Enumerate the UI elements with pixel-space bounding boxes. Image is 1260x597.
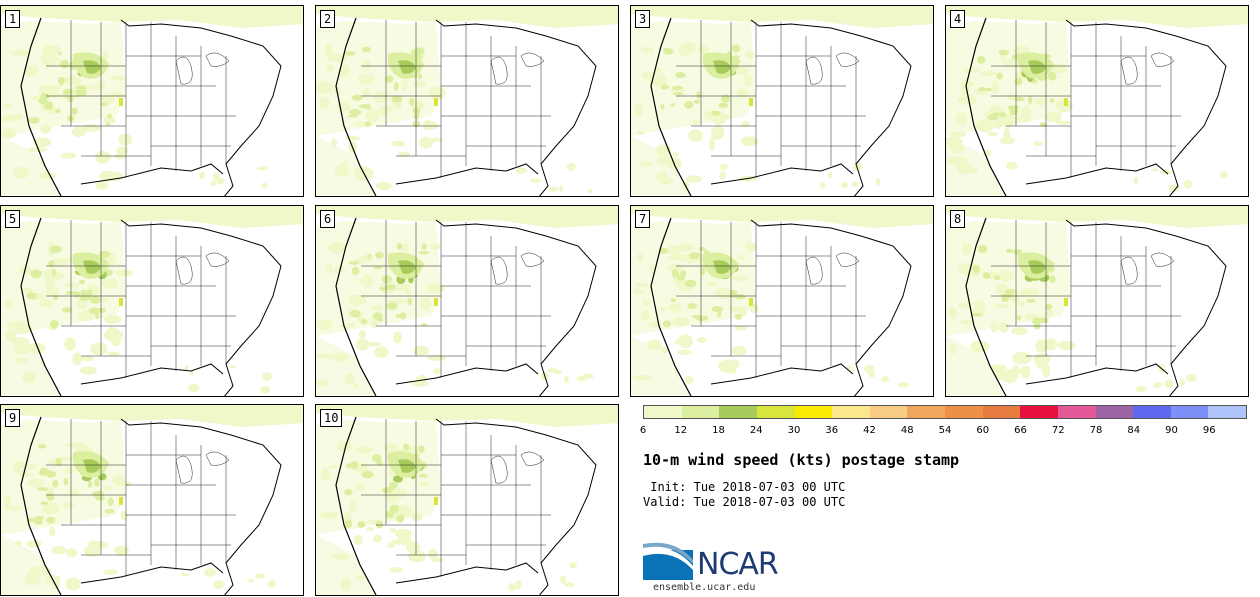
init-value: Tue 2018-07-03 00 UTC [693,480,846,494]
colorbar-tick-label: 18 [712,425,725,436]
colorbar-tick-label: 36 [825,425,839,436]
colorbar-tick-label: 60 [976,425,990,436]
member-label: 2 [320,10,336,28]
colorbar-segment [1133,406,1171,418]
colorbar-segment [1020,406,1058,418]
colorbar-ticks: 6 12 18 24 30 36 42 48 54 60 66 72 78 84 90 96 [639,425,1247,439]
colorbar-segment [719,406,757,418]
colorbar-tick-label: 12 [674,425,688,436]
colorbar-segment [1208,406,1246,418]
colorbar-segment [1057,406,1096,418]
colorbar-tick-label: 84 [1127,425,1141,436]
colorbar-segment [794,406,833,418]
member-map-3: 3 [630,5,934,197]
colorbar-segment [945,406,983,418]
init-time: Init: Tue 2018-07-03 00 UTC [643,480,845,494]
colorbar-tick-label: 90 [1165,425,1178,436]
colorbar-tick-label: 30 [787,425,801,436]
member-label: 1 [5,10,21,28]
member-label: 8 [950,210,966,228]
colorbar-tick-label: 6 [639,425,647,436]
colorbar-tick-label: 48 [900,425,914,436]
member-label: 6 [320,210,336,228]
colorbar-tick-label: 96 [1202,425,1216,436]
member-map-6: 6 [315,205,619,397]
colorbar-segment [832,406,870,418]
valid-value: Tue 2018-07-03 00 UTC [693,495,846,509]
ncar-logo-icon [643,542,693,580]
colorbar-segment [1170,406,1209,418]
colorbar-tick-label: 54 [938,425,952,436]
colorbar-segment [1095,406,1134,418]
valid-time: Valid: Tue 2018-07-03 00 UTC [643,495,845,509]
member-label: 4 [950,10,966,28]
member-map-2: 2 [315,5,619,197]
colorbar-segment [982,406,1021,418]
colorbar-tick-label: 66 [1014,425,1027,436]
member-map-8: 8 [945,205,1249,397]
colorbar-segment [907,406,945,418]
member-label: 10 [320,409,343,427]
member-map-9: 9 [0,404,304,596]
colorbar-tick-label: 78 [1089,425,1103,436]
ncar-logo-text: NCAR [697,547,779,582]
init-label: Init: [643,480,687,494]
member-label: 7 [635,210,651,228]
colorbar-tick-label: 24 [749,425,763,436]
colorbar-tick-label: 72 [1051,425,1065,436]
colorbar-segment [681,406,720,418]
member-label: 9 [5,409,21,427]
member-map-4: 4 [945,5,1249,197]
member-label: 3 [635,10,651,28]
member-map-5: 5 [0,205,304,397]
valid-label: Valid: [643,495,687,509]
member-label: 5 [5,210,21,228]
member-map-1: 1 [0,5,304,197]
colorbar-segment [756,406,795,418]
figure-title: 10-m wind speed (kts) postage stamp [643,451,960,469]
member-map-10: 10 [315,404,619,596]
colorbar-segment [869,406,908,418]
colorbar-tick-label: 42 [863,425,876,436]
colorbar [643,405,1247,419]
colorbar-segment [644,406,682,418]
ncar-url: ensemble.ucar.edu [653,582,756,593]
member-map-7: 7 [630,205,934,397]
